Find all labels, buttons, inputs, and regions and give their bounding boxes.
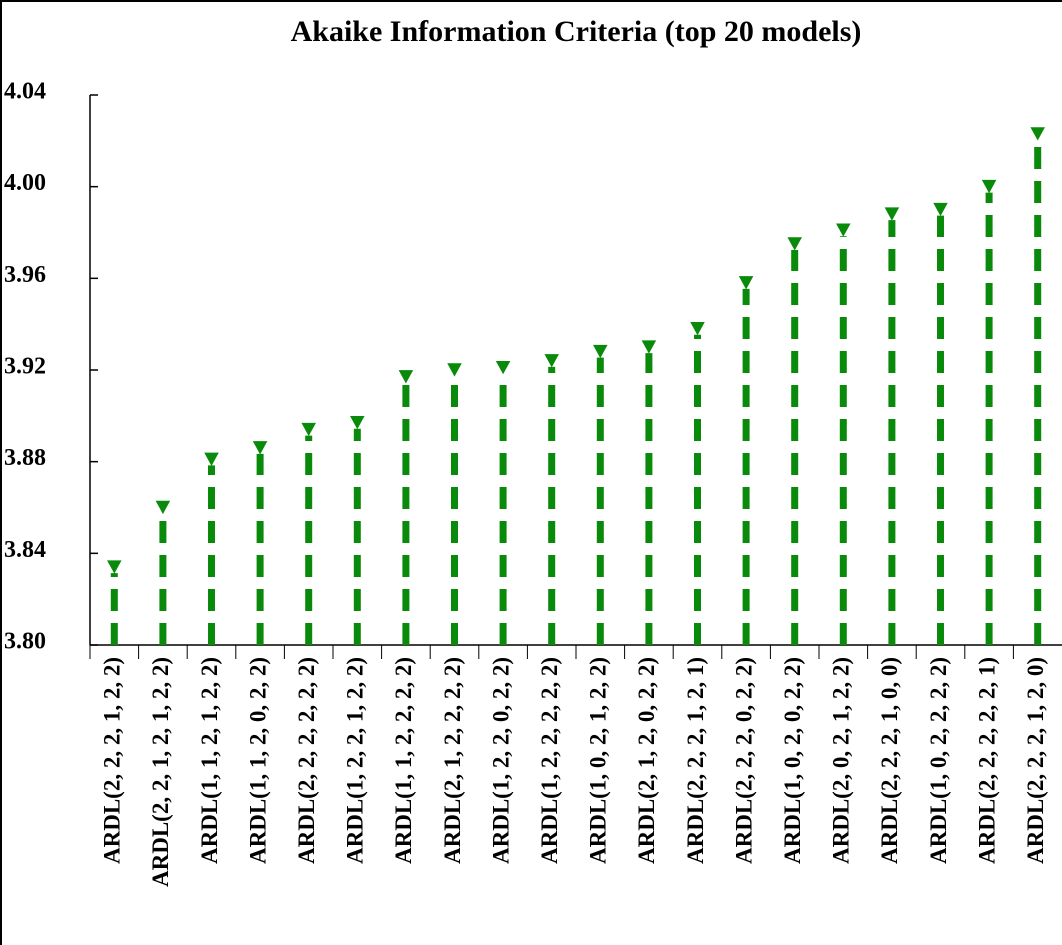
x-tick-label: ARDL(2, 2, 2, 2, 2, 1) <box>974 657 999 864</box>
y-tick-label: 4.04 <box>4 79 46 105</box>
y-tick-label: 3.84 <box>4 537 46 563</box>
marker <box>155 500 171 515</box>
marker <box>252 441 268 455</box>
x-tick-label: ARDL(2, 2, 2, 2, 2, 2) <box>294 657 319 864</box>
marker <box>447 363 462 377</box>
x-tick-label: ARDL(1, 2, 2, 1, 2, 2) <box>343 657 368 864</box>
x-tick-label: ARDL(1, 1, 2, 0, 2, 2) <box>245 657 270 864</box>
marker <box>398 370 414 384</box>
y-tick-label: 4.00 <box>4 170 46 196</box>
marker <box>787 237 802 251</box>
x-tick-label: ARDL(2, 1, 2, 0, 2, 2) <box>634 657 659 864</box>
x-tick-label: ARDL(2, 2, 2, 0, 2, 2) <box>731 657 756 864</box>
y-tick-label: 3.88 <box>4 445 46 471</box>
marker <box>301 422 316 437</box>
x-tick-label: ARDL(2, 2, 2, 1, 2, 1) <box>683 657 708 864</box>
chart-title: Akaike Information Criteria (top 20 mode… <box>291 15 862 48</box>
x-tick-label: ARDL(1, 2, 2, 0, 2, 2) <box>488 657 513 864</box>
marker <box>495 360 511 375</box>
marker <box>1030 127 1045 141</box>
marker <box>544 354 559 368</box>
y-tick-label: 3.92 <box>4 354 46 380</box>
marker <box>641 340 657 354</box>
x-tick-label: ARDL(1, 0, 2, 1, 2, 2) <box>586 657 611 864</box>
marker <box>690 322 705 336</box>
x-tick-label: ARDL(1, 0, 2, 2, 2, 2) <box>926 657 951 864</box>
marker <box>981 179 997 194</box>
y-tick-label: 3.96 <box>4 262 46 288</box>
x-tick-label: ARDL(2, 2, 2, 1, 2, 0) <box>1023 657 1048 864</box>
x-tick-label: ARDL(2, 2, 1, 2, 1, 2, 2) <box>148 657 173 887</box>
x-tick-label: ARDL(1, 2, 2, 2, 2, 2) <box>537 657 562 864</box>
x-tick-label: ARDL(1, 0, 2, 0, 2, 2) <box>780 657 805 864</box>
x-tick-label: ARDL(2, 1, 2, 2, 2, 2) <box>440 657 465 864</box>
marker <box>836 223 851 237</box>
marker <box>933 202 948 217</box>
x-tick-label: ARDL(2, 2, 2, 1, 0, 0) <box>877 657 902 864</box>
marker <box>593 344 608 359</box>
x-tick-label: ARDL(2, 0, 2, 1, 2, 2) <box>829 657 854 864</box>
marker <box>884 207 900 221</box>
marker <box>350 415 365 430</box>
marker <box>107 560 122 574</box>
x-tick-label: ARDL(1, 1, 2, 1, 2, 2) <box>197 657 222 864</box>
x-tick-label: ARDL(2, 2, 2, 1, 2, 2) <box>100 657 125 864</box>
x-tick-label: ARDL(1, 1, 2, 2, 2, 2) <box>391 657 416 864</box>
y-tick-label: 3.80 <box>4 629 46 655</box>
marker <box>204 452 219 466</box>
marker <box>738 276 754 290</box>
